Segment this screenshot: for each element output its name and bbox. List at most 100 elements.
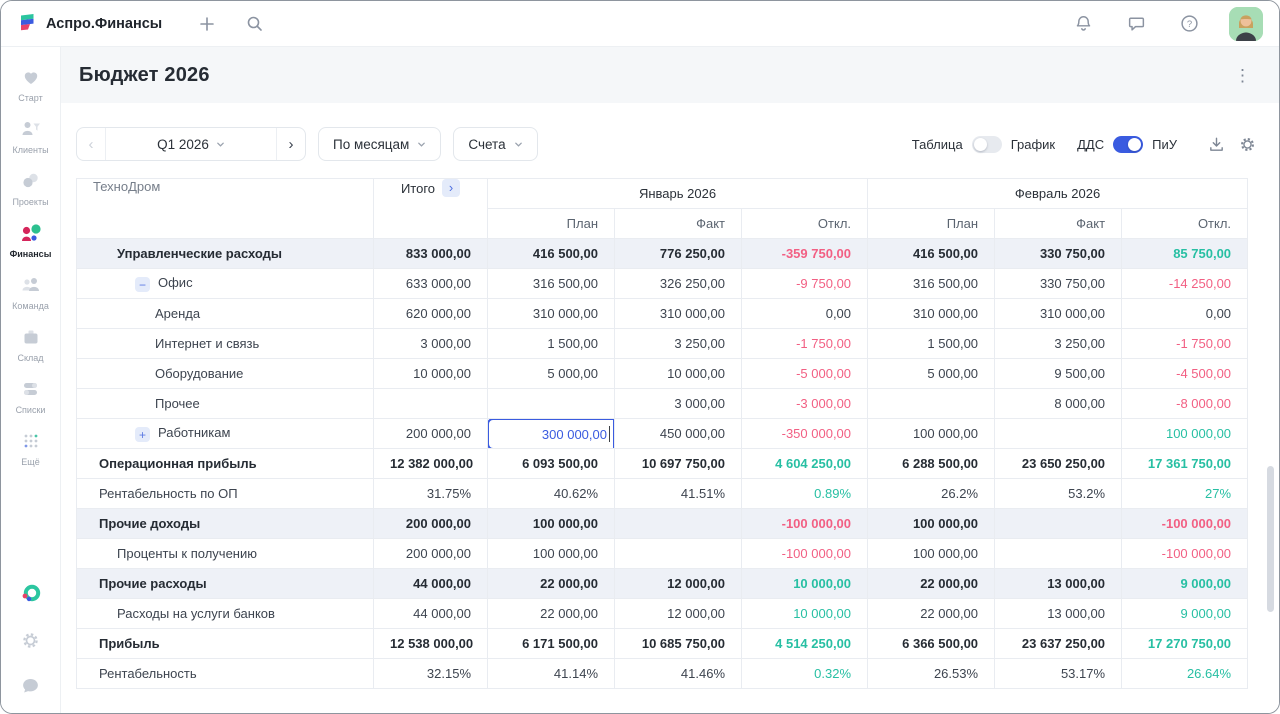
value-cell[interactable]: 10 000,00 <box>614 358 742 389</box>
aspro-suite-button[interactable] <box>16 579 46 609</box>
value-cell[interactable]: 450 000,00 <box>614 418 742 449</box>
value-cell[interactable]: 776 250,00 <box>614 238 742 269</box>
value-cell[interactable]: 0,00 <box>740 298 869 329</box>
value-cell[interactable]: 200 000,00 <box>373 538 488 569</box>
value-cell[interactable]: -14 250,00 <box>1121 268 1249 299</box>
value-cell[interactable]: 416 500,00 <box>487 238 615 269</box>
value-cell[interactable]: 200 000,00 <box>373 508 488 539</box>
value-cell[interactable]: -350 000,00 <box>740 418 869 449</box>
value-cell[interactable]: 26.53% <box>867 658 996 689</box>
sidebar-item-lists[interactable]: Списки <box>1 371 60 423</box>
value-cell[interactable]: 17 361 750,00 <box>1121 448 1249 479</box>
value-cell[interactable]: 100 000,00 <box>867 418 996 449</box>
value-cell[interactable]: -100 000,00 <box>740 538 869 569</box>
messages-button[interactable] <box>1123 10 1150 37</box>
value-cell[interactable]: 31.75% <box>373 478 488 509</box>
value-cell[interactable]: 316 500,00 <box>867 268 996 299</box>
value-cell[interactable]: 10 685 750,00 <box>614 628 742 659</box>
editing-cell[interactable]: 300 000,00 <box>487 418 615 449</box>
value-cell[interactable]: 5 000,00 <box>867 358 996 389</box>
value-cell[interactable]: 22 000,00 <box>487 598 615 629</box>
value-cell[interactable]: 22 000,00 <box>867 598 996 629</box>
value-cell[interactable]: 32.15% <box>373 658 488 689</box>
value-cell[interactable]: 12 000,00 <box>614 598 742 629</box>
add-button[interactable] <box>194 11 220 37</box>
sidebar-item-start[interactable]: Старт <box>1 59 60 111</box>
value-cell[interactable]: -3 000,00 <box>740 388 869 419</box>
value-cell[interactable]: 23 650 250,00 <box>994 448 1123 479</box>
value-cell[interactable]: 9 000,00 <box>1121 568 1249 599</box>
sidebar-item-clients[interactable]: Клиенты <box>1 111 60 163</box>
support-chat-button[interactable] <box>17 672 44 699</box>
value-cell[interactable]: 416 500,00 <box>867 238 996 269</box>
value-cell[interactable]: -100 000,00 <box>740 508 869 539</box>
value-cell[interactable]: 4 604 250,00 <box>740 448 869 479</box>
value-cell[interactable]: 10 000,00 <box>740 568 869 599</box>
value-cell[interactable]: 6 366 500,00 <box>867 628 996 659</box>
value-cell[interactable]: 10 697 750,00 <box>614 448 742 479</box>
value-cell[interactable]: -359 750,00 <box>740 238 869 269</box>
value-cell[interactable]: 833 000,00 <box>373 238 488 269</box>
settings-button[interactable] <box>17 627 44 654</box>
value-cell[interactable]: 22 000,00 <box>487 568 615 599</box>
value-cell[interactable]: 4 514 250,00 <box>740 628 869 659</box>
value-cell[interactable]: 310 000,00 <box>487 298 615 329</box>
help-button[interactable]: ? <box>1176 10 1203 37</box>
value-cell[interactable]: 26.64% <box>1121 658 1249 689</box>
value-cell[interactable] <box>373 388 488 419</box>
sidebar-item-stock[interactable]: Склад <box>1 319 60 371</box>
value-cell[interactable]: 100 000,00 <box>1121 418 1249 449</box>
value-cell[interactable]: 310 000,00 <box>994 298 1123 329</box>
value-cell[interactable]: 310 000,00 <box>614 298 742 329</box>
value-cell[interactable]: -100 000,00 <box>1121 538 1249 569</box>
value-cell[interactable]: 40.62% <box>487 478 615 509</box>
value-cell[interactable]: 12 000,00 <box>614 568 742 599</box>
value-cell[interactable]: 1 500,00 <box>487 328 615 359</box>
value-cell[interactable]: -1 750,00 <box>1121 328 1249 359</box>
value-cell[interactable]: 27% <box>1121 478 1249 509</box>
value-cell[interactable]: 310 000,00 <box>867 298 996 329</box>
sidebar-item-projects[interactable]: Проекты <box>1 163 60 215</box>
value-cell[interactable]: 12 538 000,00 <box>373 628 488 659</box>
period-selector[interactable]: Q1 2026 <box>106 128 276 160</box>
value-cell[interactable]: 9 000,00 <box>1121 598 1249 629</box>
value-cell[interactable]: -4 500,00 <box>1121 358 1249 389</box>
mode-toggle[interactable] <box>1113 135 1144 153</box>
sidebar-item-more[interactable]: Ещё <box>1 423 60 475</box>
value-cell[interactable]: 44 000,00 <box>373 598 488 629</box>
view-toggle[interactable] <box>971 135 1002 153</box>
value-cell[interactable]: 200 000,00 <box>373 418 488 449</box>
search-button[interactable] <box>242 11 268 37</box>
value-cell[interactable]: 620 000,00 <box>373 298 488 329</box>
value-cell[interactable]: 326 250,00 <box>614 268 742 299</box>
value-cell[interactable]: 330 750,00 <box>994 268 1123 299</box>
value-cell[interactable] <box>487 388 615 419</box>
notifications-button[interactable] <box>1070 10 1097 37</box>
expand-button[interactable]: + <box>135 427 150 443</box>
value-cell[interactable]: 17 270 750,00 <box>1121 628 1249 659</box>
value-cell[interactable]: 3 000,00 <box>614 388 742 419</box>
value-cell[interactable]: 3 000,00 <box>373 328 488 359</box>
value-cell[interactable]: -1 750,00 <box>740 328 869 359</box>
value-cell[interactable]: -8 000,00 <box>1121 388 1249 419</box>
value-cell[interactable] <box>614 508 742 539</box>
value-cell[interactable]: 6 171 500,00 <box>487 628 615 659</box>
value-cell[interactable]: 26.2% <box>867 478 996 509</box>
value-cell[interactable]: 22 000,00 <box>867 568 996 599</box>
value-cell[interactable]: 41.14% <box>487 658 615 689</box>
value-cell[interactable]: -5 000,00 <box>740 358 869 389</box>
value-cell[interactable] <box>994 538 1123 569</box>
cell-editor-value[interactable]: 300 000,00 <box>489 420 613 448</box>
period-prev-button[interactable]: ‹ <box>77 128 106 160</box>
table-settings-button[interactable] <box>1236 133 1259 156</box>
accounts-dropdown[interactable]: Счета <box>453 127 538 161</box>
value-cell[interactable]: 53.17% <box>994 658 1123 689</box>
value-cell[interactable] <box>867 388 996 419</box>
value-cell[interactable]: 100 000,00 <box>487 508 615 539</box>
vertical-scrollbar-thumb[interactable] <box>1267 466 1274 612</box>
avatar[interactable] <box>1229 6 1263 41</box>
value-cell[interactable]: 44 000,00 <box>373 568 488 599</box>
period-next-button[interactable]: › <box>276 128 305 160</box>
value-cell[interactable]: 0,00 <box>1121 298 1249 329</box>
value-cell[interactable]: 1 500,00 <box>867 328 996 359</box>
